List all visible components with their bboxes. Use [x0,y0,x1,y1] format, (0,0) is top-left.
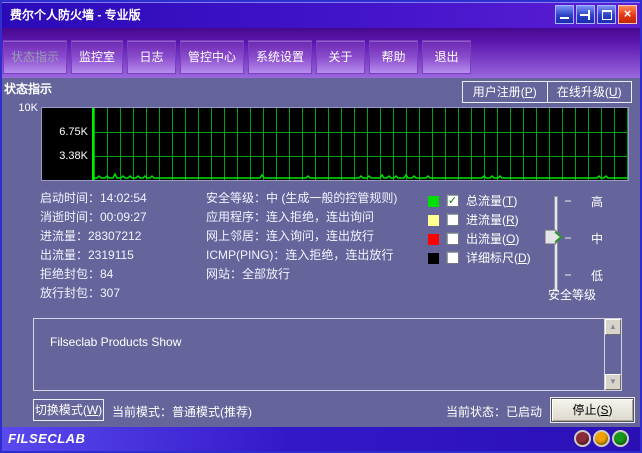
legend-row-total: ✓ 总流量(T) [428,194,558,209]
status-light-2 [612,430,629,447]
policy-icmp-ping: ICMP(PING)：连入拒绝，连出放行 [206,248,394,262]
tab-status[interactable]: 状态指示 [3,40,68,74]
legend-check-0[interactable]: ✓ [446,194,459,207]
minimize-icon [560,17,569,19]
status-light-1 [593,430,610,447]
graph-ymid-label: 6.75K [59,126,88,138]
tab-monitor[interactable]: 监控室 [71,40,124,74]
slider-label-low: 低 [591,269,604,283]
legend-swatch-0 [428,196,439,207]
footer-bar: FILSECLAB [2,427,640,451]
graph-grid [94,108,628,180]
legend-swatch-1 [428,215,439,226]
stat-denied-packets: 拒绝封包：84 [40,267,114,281]
scroll-up-button[interactable]: ▲ [605,319,621,335]
brand-logo: FILSECLAB [8,431,86,446]
products-marquee-box: Filseclab Products Show ▲ ▼ [33,318,622,391]
tab-help[interactable]: 帮助 [369,40,419,74]
legend-swatch-2 [428,234,439,245]
slider-tick-high [565,200,571,202]
maximize-button[interactable] [597,5,616,24]
stat-out-traffic: 出流量：2319115 [40,248,134,262]
traffic-graph: 6.75K 3.38K [41,107,629,181]
session-stats: 启动时间：14:02:54 消逝时间：00:09:27 进流量：28307212… [40,189,147,303]
legend-row-detail-scale: 详细标尺(D) [428,251,558,266]
graph-axis-line [92,108,94,180]
tab-logs[interactable]: 日志 [127,40,177,74]
graph-gridline-mid [94,132,628,133]
stat-in-traffic: 进流量：28307212 [40,229,142,243]
slider-label-mid: 中 [591,232,604,246]
online-upgrade-button[interactable]: 在线升级(U) [546,82,632,102]
minimize-to-tray-button[interactable] [576,5,595,24]
user-register-button[interactable]: 用户注册(P) [472,85,537,99]
close-button[interactable]: × [618,5,637,24]
legend-label-out: 出流量(O) [466,232,520,246]
policy-websites: 网站：全部放行 [206,267,291,281]
slider-label-high: 高 [591,195,604,209]
slider-caption: 安全等级 [547,288,596,302]
legend-check-1[interactable] [446,213,459,226]
slider-tick-mid [565,237,571,239]
current-mode-text: 当前模式：普通模式(推荐) [112,405,252,419]
minimize-button[interactable] [555,5,574,24]
stat-start-time: 启动时间：14:02:54 [40,191,147,205]
legend-check-2[interactable] [446,232,459,245]
security-level-slider-handle[interactable] [544,229,564,246]
tab-control-center[interactable]: 管控中心 [180,40,245,74]
graph-ymax-label: 10K [18,102,38,114]
legend-label-total: 总流量(T) [466,194,518,208]
tab-system-settings[interactable]: 系统设置 [248,40,313,74]
stat-allowed-packets: 放行封包：307 [40,286,121,300]
tab-about[interactable]: 关于 [316,40,366,74]
slider-handle-icon [544,229,563,245]
marquee-text: Filseclab Products Show [50,335,182,349]
scroll-up-icon: ▲ [609,322,617,331]
scroll-down-button[interactable]: ▼ [605,374,621,390]
current-state-text: 当前状态：已启动 [446,405,543,419]
legend-label-detail-scale: 详细标尺(D) [466,251,531,265]
status-light-0 [574,430,591,447]
tray-icon [580,14,588,16]
window-controls: × [555,5,637,24]
maximize-icon [602,10,612,20]
slider-tick-low [565,274,571,276]
legend-label-in: 进流量(R) [466,213,519,227]
graph-ylow-label: 3.38K [59,150,88,162]
tray-icon-bar [588,10,590,20]
stop-button[interactable]: 停止(S) [551,398,634,422]
policy-network-neighborhood: 网上邻居：连入询问，连出放行 [206,229,375,243]
title-bar: 费尔个人防火墙 - 专业版 × [2,2,640,28]
tab-exit[interactable]: 退出 [422,40,472,74]
legend-swatch-3 [428,253,439,264]
security-policy: 安全等级：中 (生成一般的控管规则) 应用程序：连入拒绝，连出询问 网上邻居：连… [206,189,397,284]
scroll-down-icon: ▼ [609,377,617,386]
menu-bar: 状态指示 监控室 日志 管控中心 系统设置 关于 帮助 退出 [2,28,640,78]
graph-gridline-low [94,156,628,157]
close-icon: × [623,6,632,21]
tab-strip: 状态指示 监控室 日志 管控中心 系统设置 关于 帮助 退出 [3,40,472,74]
marquee-scrollbar[interactable]: ▲ ▼ [604,319,621,390]
legend-row-in: 进流量(R) [428,213,558,228]
page-title: 状态指示 [4,82,53,96]
legend-row-out: 出流量(O) [428,232,558,247]
traffic-line-chart [94,172,628,179]
policy-security-level: 安全等级：中 (生成一般的控管规则) [206,191,398,205]
switch-mode-button[interactable]: 切换模式(W) [33,399,104,421]
top-button-group: 用户注册(P) 在线升级(U) [462,81,632,103]
window-title: 费尔个人防火墙 - 专业版 [10,8,141,22]
policy-applications: 应用程序：连入拒绝，连出询问 [206,210,375,224]
legend-check-3[interactable] [446,251,459,264]
stat-elapsed-time: 消逝时间：00:09:27 [40,210,147,224]
